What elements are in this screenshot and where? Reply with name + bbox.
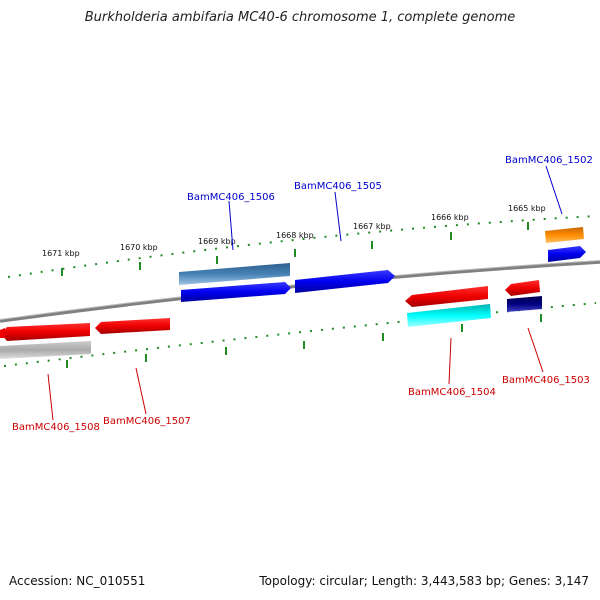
leader-1507 xyxy=(135,367,147,415)
gene-label-1507[interactable]: BamMC406_1507 xyxy=(103,416,191,427)
feature-gray-1508 xyxy=(0,341,91,359)
inner-major-ticks xyxy=(66,314,542,368)
gene-label-1502[interactable]: BamMC406_1502 xyxy=(505,155,593,166)
tick-label-1668: 1668 kbp xyxy=(276,231,314,240)
map-title: Burkholderia ambifaria MC40-6 chromosome… xyxy=(84,10,516,25)
gene-arrow-1506[interactable] xyxy=(181,282,291,302)
tick-label-1669: 1669 kbp xyxy=(198,237,236,246)
leader-1503 xyxy=(527,327,544,373)
tick-label-1671: 1671 kbp xyxy=(42,249,80,258)
gene-arrow-1508[interactable] xyxy=(1,323,90,341)
tick-label-1665: 1665 kbp xyxy=(508,204,546,213)
gene-arrow-1505[interactable] xyxy=(295,270,395,293)
leader-1508 xyxy=(47,373,54,421)
gene-label-1505[interactable]: BamMC406_1505 xyxy=(294,181,382,192)
gene-label-1503[interactable]: BamMC406_1503 xyxy=(502,375,590,386)
gene-label-1508[interactable]: BamMC406_1508 xyxy=(12,422,100,433)
feature-orange-1502 xyxy=(545,227,584,243)
tick-label-1666: 1666 kbp xyxy=(431,213,469,222)
outer-major-ticks xyxy=(61,222,529,276)
feature-steel-1506-outer xyxy=(179,263,290,285)
leader-1506 xyxy=(228,200,234,251)
feature-partial-left xyxy=(0,328,5,338)
gene-label-1504[interactable]: BamMC406_1504 xyxy=(408,387,496,398)
inner-tick-ring xyxy=(3,302,597,367)
feature-cyan-1504 xyxy=(407,304,491,327)
gene-label-1506[interactable]: BamMC406_1506 xyxy=(187,192,275,203)
tick-label-1667: 1667 kbp xyxy=(353,222,391,231)
gene-arrow-1507[interactable] xyxy=(95,318,170,334)
gene-arrow-1503[interactable] xyxy=(505,280,540,296)
accession-text: Accession: NC_010551 xyxy=(9,574,146,588)
gene-arrow-1504[interactable] xyxy=(405,286,488,307)
tick-label-1670: 1670 kbp xyxy=(120,243,158,252)
leader-1504 xyxy=(448,337,452,385)
gene-arrow-1502[interactable] xyxy=(548,246,586,262)
leader-1505 xyxy=(334,191,342,242)
genome-summary-text: Topology: circular; Length: 3,443,583 bp… xyxy=(259,574,589,588)
feature-navy-1503 xyxy=(507,296,542,312)
leader-1502 xyxy=(545,165,563,215)
